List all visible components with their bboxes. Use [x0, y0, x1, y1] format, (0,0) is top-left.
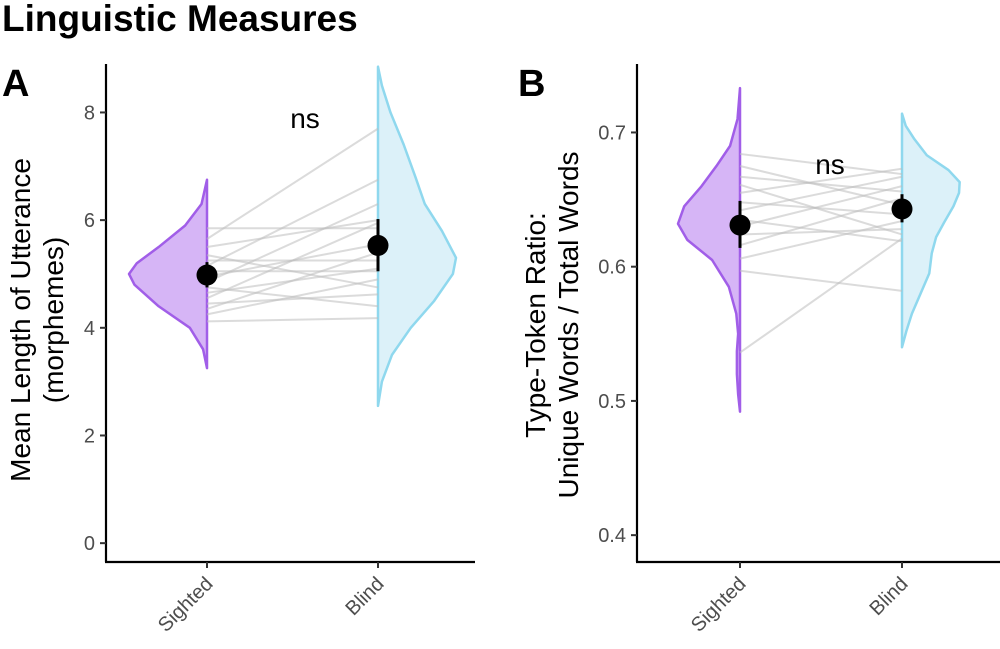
panel-a: A Mean Length of Utterance (morphemes) 0…	[2, 63, 475, 637]
panel-b-ylabel-line2: Unique Words / Total Words	[553, 151, 584, 498]
panel-a-category-label-blind: Blind	[342, 573, 389, 620]
panel-b-pair-line-6	[739, 218, 903, 243]
panel-b-pair-line-13	[739, 152, 903, 176]
panel-a-ytick-label-3: 6	[84, 210, 95, 232]
panel-a-ytick-label-4: 8	[84, 102, 95, 124]
panel-b-ytick-label-2: 0.6	[598, 257, 626, 279]
panel-b-pair-line-5	[739, 185, 903, 228]
panel-a-category-label-sighted: Sighted	[154, 573, 218, 637]
panel-a-ytick-label-0: 0	[84, 533, 95, 555]
panel-b-category-label-blind: Blind	[866, 573, 913, 620]
panel-b-ytick-label-0: 0.4	[598, 525, 626, 547]
panel-b-mean-point-blind	[891, 198, 913, 220]
panel-a-pair-line-7	[206, 203, 379, 283]
chart-title: Linguistic Measures	[2, 0, 358, 39]
panel-b-pair-line-2	[739, 220, 903, 260]
panel-b-pair-line-8	[739, 201, 903, 216]
panel-a-ylabel-line1: Mean Length of Utterance	[5, 158, 36, 482]
panel-b-pair-line-12	[739, 165, 903, 206]
panel-a-pair-line-13	[206, 219, 379, 249]
panel-b-category-label-sighted: Sighted	[687, 573, 751, 637]
panel-b-ytick-label-1: 0.5	[598, 391, 626, 413]
panel-a-pair-line-0	[206, 317, 379, 323]
panel-b: B Type-Token Ratio: Unique Words / Total…	[518, 63, 1000, 637]
panel-a-ns-annotation: ns	[290, 103, 320, 134]
panel-b-cloud-sighted	[676, 86, 742, 413]
panel-b-pair-line-0	[739, 237, 903, 354]
panel-a-pair-line-6	[206, 286, 379, 308]
panel-b-mean-point-sighted	[729, 214, 751, 236]
panel-a-ylabel-line2: (morphemes)	[38, 237, 69, 403]
panel-a-pair-line-10	[206, 178, 379, 267]
panel-a-pair-line-12	[206, 254, 379, 289]
panel-a-pair-line-5	[206, 267, 379, 294]
panel-a-ytick-label-2: 4	[84, 318, 95, 340]
panel-a-cloud-blind	[376, 65, 458, 408]
panel-a-pair-line-14	[206, 127, 379, 240]
panel-b-pair-line-10	[739, 183, 903, 236]
panel-b-letter: B	[518, 63, 545, 105]
panel-b-pair-line-4	[739, 228, 903, 236]
panel-b-ylabel-line1: Type-Token Ratio:	[520, 212, 551, 438]
panel-b-pair-line-9	[739, 167, 903, 194]
panel-b-ns-annotation: ns	[815, 149, 845, 180]
panel-a-cloud-sighted	[127, 178, 209, 370]
panel-a-mean-point-blind	[367, 234, 389, 256]
panel-b-pair-line-11	[739, 175, 903, 193]
panel-a-pair-line-3	[206, 293, 379, 305]
panel-b-pair-line-1	[739, 269, 903, 292]
panel-a-mean-point-sighted	[196, 264, 218, 286]
panel-a-letter: A	[2, 63, 29, 105]
panel-b-cloud-blind	[900, 112, 961, 349]
panel-a-ytick-label-1: 2	[84, 425, 95, 447]
panel-b-pair-line-3	[739, 197, 903, 247]
panel-b-ytick-label-3: 0.7	[598, 122, 626, 144]
